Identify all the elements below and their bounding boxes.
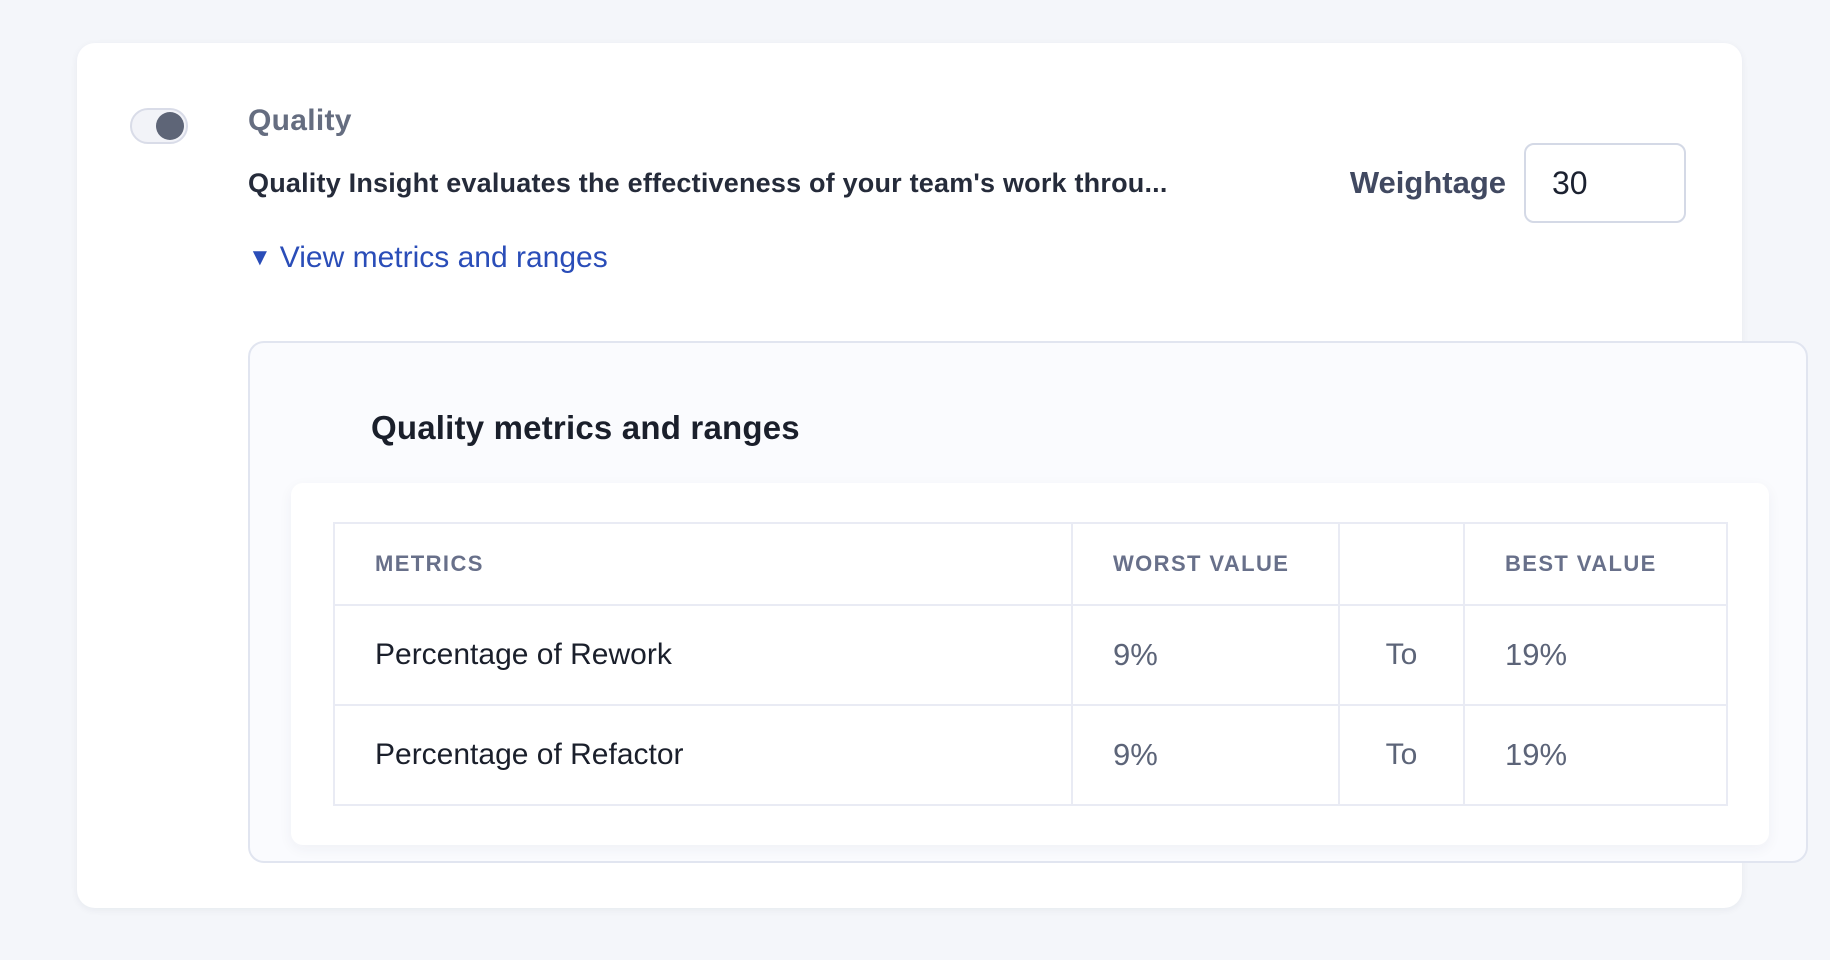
column-header-metrics: METRICS — [333, 522, 1073, 606]
column-header-best-value: BEST VALUE — [1463, 522, 1728, 606]
view-metrics-link[interactable]: ▼ View metrics and ranges — [248, 241, 608, 275]
card-description: Quality Insight evaluates the effectiven… — [248, 167, 1168, 198]
column-header-worst-value: WORST VALUE — [1071, 522, 1340, 606]
table-header-row: METRICS WORST VALUE BEST VALUE — [333, 522, 1728, 606]
quality-insight-card: Quality Quality Insight evaluates the ef… — [77, 43, 1808, 908]
weightage-input[interactable] — [1524, 143, 1686, 223]
view-metrics-link-label: View metrics and ranges — [279, 241, 608, 274]
metric-cell: Percentage of Rework — [333, 604, 1073, 706]
worst-value-cell: 9% — [1071, 604, 1340, 706]
metrics-table-container: METRICS WORST VALUE BEST VALUE Percentag… — [291, 483, 1769, 845]
metrics-panel-heading: Quality metrics and ranges — [371, 409, 800, 446]
worst-value-cell: 9% — [1071, 704, 1340, 806]
to-cell: To — [1338, 604, 1465, 706]
to-cell: To — [1338, 704, 1465, 806]
quality-toggle[interactable] — [130, 108, 188, 144]
card-header-content: Quality Quality Insight evaluates the ef… — [248, 99, 1808, 863]
weightage-group: Weightage — [1350, 143, 1686, 223]
metric-cell: Percentage of Refactor — [333, 704, 1073, 806]
description-row: Quality Insight evaluates the effectiven… — [248, 143, 1686, 223]
card-header-row: Quality Quality Insight evaluates the ef… — [130, 99, 1808, 863]
column-header-spacer — [1338, 522, 1465, 606]
card-title: Quality — [248, 104, 352, 137]
toggle-knob — [156, 112, 184, 140]
table-row: Percentage of Refactor 9% To 19% — [333, 704, 1728, 806]
best-value-cell: 19% — [1463, 704, 1728, 806]
best-value-cell: 19% — [1463, 604, 1728, 706]
metrics-table: METRICS WORST VALUE BEST VALUE Percentag… — [333, 522, 1728, 806]
weightage-label: Weightage — [1349, 165, 1506, 200]
metrics-panel: Quality metrics and ranges METRICS WORST… — [248, 341, 1808, 863]
table-row: Percentage of Rework 9% To 19% — [333, 604, 1728, 706]
triangle-down-icon: ▼ — [248, 244, 272, 271]
